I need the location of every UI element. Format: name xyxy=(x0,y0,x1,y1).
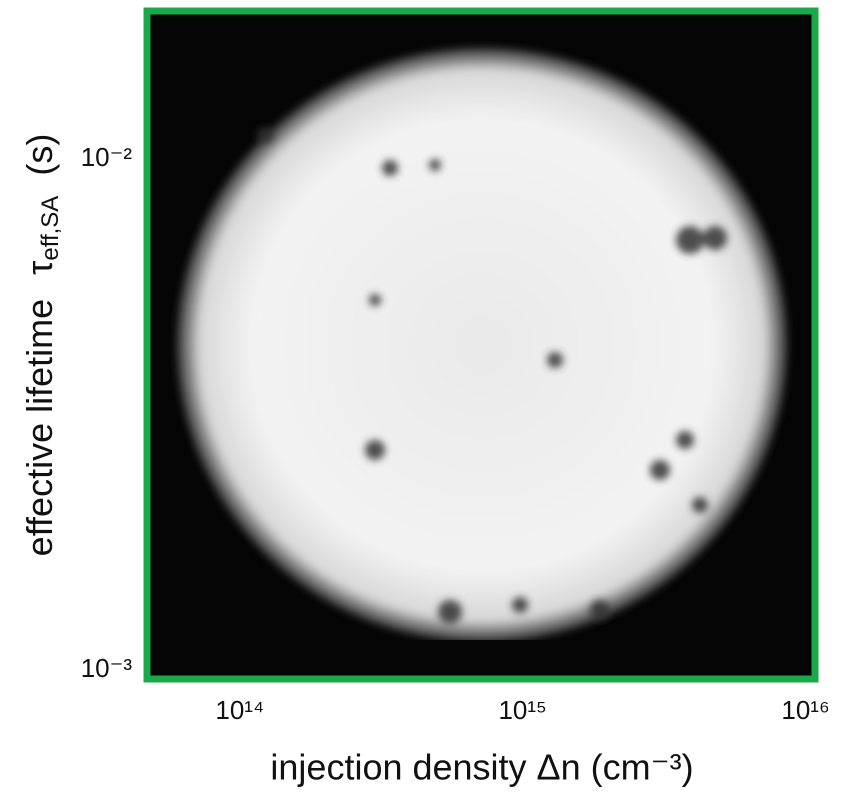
plot-frame xyxy=(143,7,819,683)
x-axis-label: injection density Δn (cm⁻³) xyxy=(270,747,693,788)
y-label-unit: (s) xyxy=(19,134,60,176)
y-label-symbol: τ xyxy=(19,261,60,275)
x-tick-label: 10¹⁵ xyxy=(498,695,546,725)
y-label-text: effective lifetime xyxy=(19,299,60,556)
x-tick-label: 10¹⁶ xyxy=(781,695,829,725)
y-tick-label: 10⁻³ xyxy=(81,653,133,683)
y-axis-label: effective lifetime τeff,SA (s) xyxy=(19,134,70,557)
x-tick-label: 10¹⁴ xyxy=(215,695,264,725)
wafer-image xyxy=(176,47,788,640)
y-label-subscript: eff,SA xyxy=(37,196,64,261)
y-tick-label: 10⁻² xyxy=(81,142,133,172)
